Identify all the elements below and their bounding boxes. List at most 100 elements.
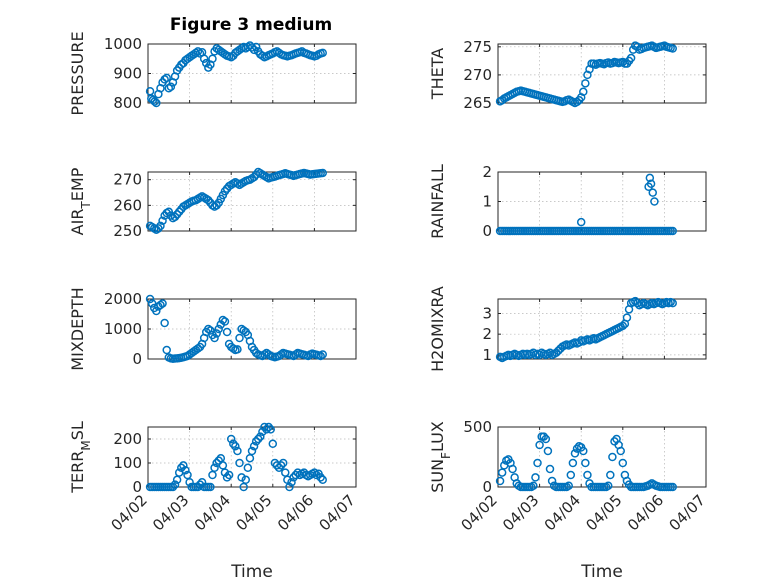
data-point (214, 456, 223, 465)
y-tick-label: 900 (113, 65, 142, 83)
data-series (145, 294, 327, 363)
y-axis-label: TERRMSL (68, 421, 93, 494)
plot-area (497, 298, 707, 360)
y-tick-label: 0 (482, 478, 492, 496)
data-point (616, 446, 625, 456)
data-point (247, 43, 257, 52)
y-tick-label: 2 (482, 325, 492, 343)
y-tick-label: 275 (463, 38, 492, 56)
data-point (266, 425, 275, 434)
data-point (233, 345, 242, 354)
y-tick-label: 270 (113, 171, 142, 189)
data-point (622, 313, 632, 322)
data-point (231, 441, 240, 451)
data-point (495, 476, 505, 486)
y-axis-label: MIXDEPTH (68, 287, 87, 370)
axes-frame (497, 43, 707, 104)
y-axis-label: SUNFLUX (428, 421, 453, 493)
data-point (645, 173, 655, 183)
data-point (152, 98, 161, 108)
data-point (529, 481, 538, 491)
axes-frame (147, 171, 357, 232)
data-point (668, 482, 677, 492)
data-point (239, 326, 248, 335)
data-point (648, 188, 658, 197)
data-point (535, 350, 544, 360)
data-point (193, 47, 203, 56)
y-axis-label: PRESSURE (68, 31, 87, 115)
data-point (177, 463, 186, 473)
y-axis-label: AIRTEMP (68, 167, 93, 235)
x-tick-label: 04/07 (316, 491, 359, 534)
data-point (533, 458, 542, 468)
data-series (145, 41, 327, 108)
data-point (237, 473, 246, 482)
y-tick-label: 0 (132, 478, 142, 496)
data-point (233, 446, 242, 456)
y-tick-label: 800 (113, 94, 142, 112)
data-point (581, 458, 590, 468)
data-point (318, 475, 327, 485)
data-point (633, 298, 642, 308)
data-point (218, 315, 228, 325)
y-tick-label: 200 (113, 430, 142, 448)
plot-area (497, 426, 707, 488)
y-tick-label: 2000 (104, 290, 142, 308)
data-point (583, 470, 592, 480)
data-point (158, 299, 167, 308)
data-point (618, 458, 628, 468)
data-point (179, 461, 188, 470)
data-point (608, 452, 617, 462)
data-point (572, 97, 582, 107)
data-point (570, 449, 580, 458)
data-point (579, 446, 588, 456)
data-point (158, 216, 167, 225)
data-point (251, 437, 261, 446)
data-point (535, 440, 544, 450)
data-point (576, 217, 586, 227)
data-point (545, 464, 555, 474)
data-series (145, 167, 327, 234)
data-point (531, 473, 540, 482)
data-point (543, 446, 553, 456)
data-point (276, 461, 286, 470)
grid (498, 172, 706, 231)
data-point (201, 58, 211, 68)
data-point (247, 446, 257, 456)
y-tick-label: 1000 (104, 35, 142, 53)
data-point (170, 480, 180, 489)
chart-panel: 250 260 270 AIRTEMP (68, 167, 357, 240)
data-point (204, 324, 213, 334)
data-point (193, 344, 203, 353)
data-point (214, 324, 223, 334)
data-point (668, 226, 677, 236)
data-series (145, 422, 327, 492)
data-point (287, 477, 296, 487)
x-tick-label: 04/05 (582, 491, 625, 534)
grid (148, 427, 356, 487)
data-point (235, 458, 244, 468)
data-point (606, 470, 615, 480)
y-tick-label: 1000 (104, 320, 142, 338)
x-axis-label: Time (580, 562, 623, 582)
data-point (145, 294, 155, 304)
data-point (541, 434, 551, 444)
data-point (222, 473, 232, 482)
data-point (291, 350, 300, 359)
x-tick-label: 04/06 (624, 491, 667, 534)
x-tick-label: 04/02 (108, 491, 151, 534)
data-point (152, 306, 161, 316)
x-tick-label: 04/04 (541, 491, 584, 534)
data-point (162, 73, 171, 83)
axes-frame (497, 298, 707, 360)
data-point (581, 79, 590, 88)
data-point (224, 470, 234, 480)
grid (148, 299, 356, 359)
x-axis-label: Time (230, 562, 273, 582)
y-tick-label: 0 (482, 222, 492, 240)
data-point (193, 482, 203, 492)
data-point (222, 327, 232, 337)
data-point (160, 75, 169, 84)
y-axis-label: H2OMIXRA (428, 286, 447, 372)
